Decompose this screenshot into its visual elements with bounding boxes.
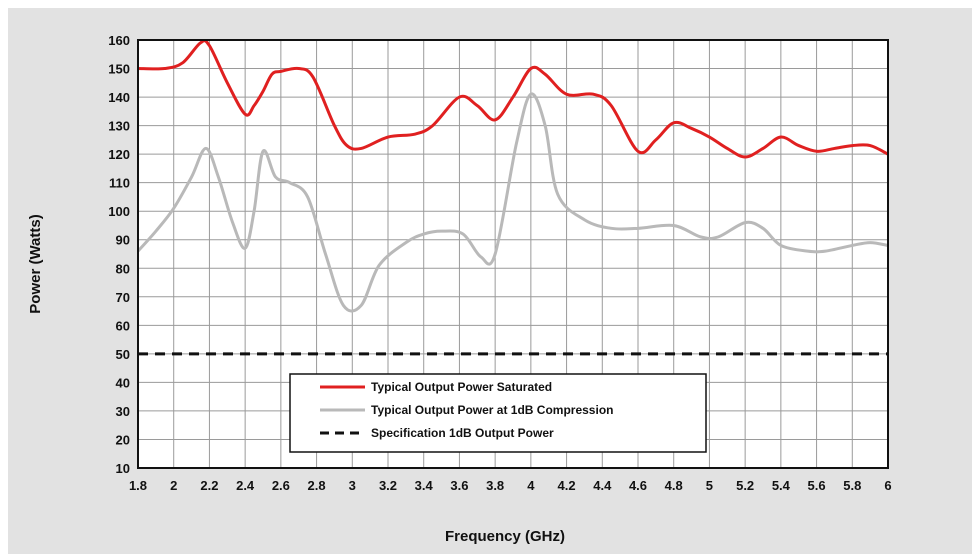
y-tick-label: 80 (116, 261, 130, 276)
x-tick-label: 5.8 (843, 478, 861, 493)
x-tick-label: 4.2 (558, 478, 576, 493)
x-tick-label: 4.6 (629, 478, 647, 493)
y-tick-label: 140 (108, 90, 130, 105)
x-tick-label: 4.8 (665, 478, 683, 493)
y-tick-label: 30 (116, 404, 130, 419)
x-tick-label: 3.4 (415, 478, 434, 493)
plot-frame (137, 39, 889, 469)
x-tick-label: 5.6 (808, 478, 826, 493)
x-tick-label: 2.6 (272, 478, 290, 493)
legend-label-saturated: Typical Output Power Saturated (371, 380, 552, 394)
x-tick-label: 3.8 (486, 478, 504, 493)
legend-label-1db-compression: Typical Output Power at 1dB Compression (371, 403, 613, 417)
y-tick-label: 90 (116, 233, 130, 248)
series-layer (136, 39, 889, 356)
y-tick-label: 20 (116, 432, 130, 447)
x-tick-label: 4.4 (593, 478, 612, 493)
y-tick-labels: 10 20 30 40 50 60 70 80 90 100 110 120 130 140 150 160 (108, 33, 130, 476)
y-tick-label: 110 (109, 176, 130, 191)
legend-label-specification: Specification 1dB Output Power (371, 426, 554, 440)
x-tick-label: 5.4 (772, 478, 791, 493)
y-tick-label: 150 (108, 62, 130, 77)
x-tick-label: 2.8 (308, 478, 326, 493)
y-tick-label: 50 (116, 347, 130, 362)
legend: Typical Output Power Saturated Typical O… (289, 373, 707, 453)
y-tick-label: 120 (108, 147, 130, 162)
y-tick-label: 60 (116, 318, 130, 333)
series-line-saturated (137, 39, 889, 159)
chart: 102030405060708090100110120130140150160 … (27, 33, 892, 545)
x-tick-label: 3.6 (450, 478, 468, 493)
series-line-1db-compression (136, 92, 889, 313)
y-tick-label: 10 (116, 461, 130, 476)
x-tick-label: 1.8 (129, 478, 147, 493)
x-tick-label: 3 (349, 478, 356, 493)
x-tick-label: 4 (527, 478, 535, 493)
x-tick-label: 5 (706, 478, 713, 493)
x-tick-label: 2.2 (200, 478, 218, 493)
x-tick-label: 2.4 (236, 478, 255, 493)
x-tick-label: 5.2 (736, 478, 754, 493)
chart-panel: 10 20 30 40 50 60 70 80 90 100 110 120 130 140 150 160 … (8, 8, 972, 554)
y-tick-label: 100 (108, 204, 130, 219)
y-axis-title: Power (Watts) (27, 214, 44, 313)
x-tick-label: 2 (170, 478, 177, 493)
y-tick-label: 130 (108, 119, 130, 134)
x-axis-title: Frequency (GHz) (445, 528, 565, 545)
x-tick-labels: 1.8 2 2.2 2.4 2.6 2.8 3 3.2 3.4 3.6 3.8 4 4.2 4.4 4.6 4… (129, 478, 892, 493)
x-tick-label: 3.2 (379, 478, 397, 493)
y-tick-label: 160 (108, 33, 130, 48)
y-tick-label: 40 (116, 375, 130, 390)
y-tick-label: 70 (116, 290, 130, 305)
x-tick-label: 6 (884, 478, 891, 493)
